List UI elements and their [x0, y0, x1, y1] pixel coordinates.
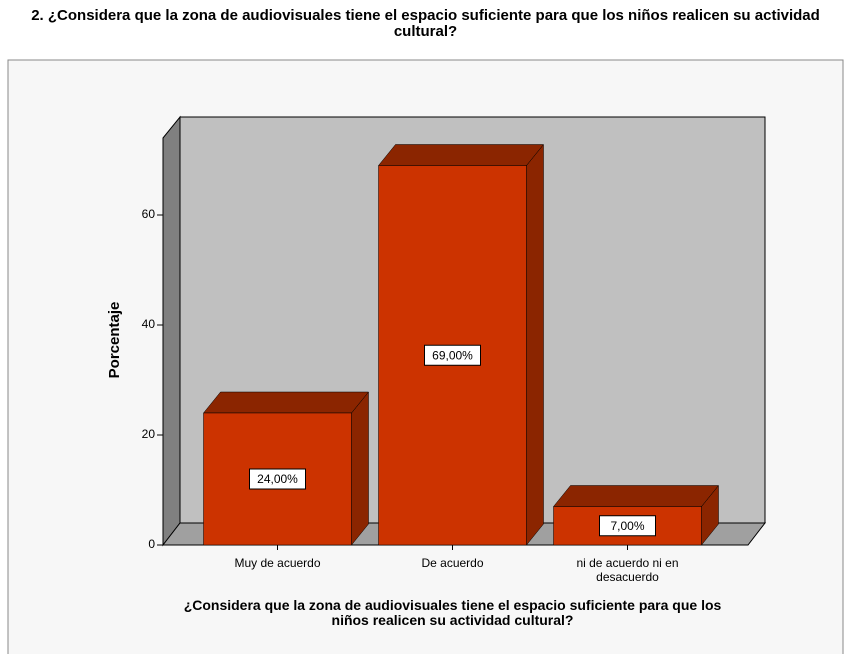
- y-tick-label: 60: [142, 207, 156, 221]
- value-label: 24,00%: [257, 472, 298, 486]
- x-tick-label: Muy de acuerdo: [234, 556, 321, 570]
- x-axis-label: ¿Considera que la zona de audiovisuales …: [183, 597, 722, 628]
- y-tick-label: 0: [148, 537, 155, 551]
- bar-side: [526, 143, 544, 546]
- y-tick-label: 40: [142, 317, 156, 331]
- value-label: 7,00%: [610, 519, 644, 533]
- x-tick-label: ni de acuerdo ni en desacuerdo: [576, 556, 679, 584]
- value-label-box: [249, 468, 306, 490]
- side-wall: [162, 115, 181, 547]
- x-tick-label: De acuerdo: [421, 556, 484, 570]
- value-label-box: [424, 344, 481, 366]
- bar-side: [351, 391, 369, 546]
- value-label-box: [599, 515, 656, 537]
- chart-title: 2. ¿Considera que la zona de audiovisual…: [31, 7, 820, 40]
- bar-top: [377, 144, 545, 166]
- y-axis-label: Porcentaje: [106, 302, 123, 379]
- value-label: 69,00%: [432, 348, 473, 362]
- bar-top: [202, 391, 370, 414]
- y-tick-label: 20: [142, 427, 156, 441]
- bar-top: [552, 485, 720, 507]
